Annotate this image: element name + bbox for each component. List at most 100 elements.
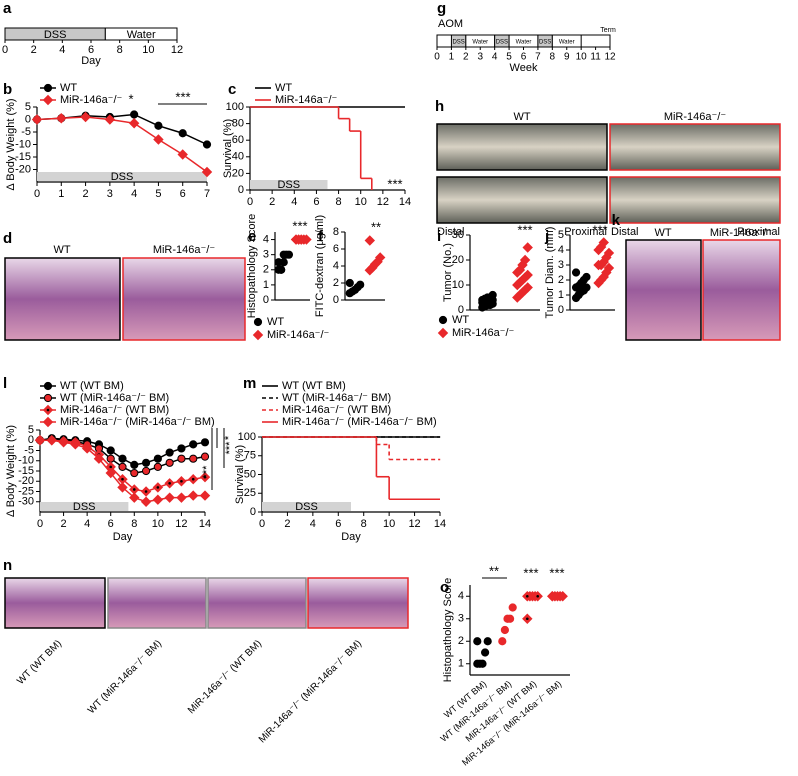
- y-tick-label: -5: [21, 126, 31, 138]
- x-tick-label: 14: [399, 196, 411, 208]
- y-tick-label: 4: [458, 590, 464, 602]
- panel-letter: j: [544, 228, 549, 245]
- panel-letter: c: [228, 81, 236, 98]
- y-tick-label: 3: [458, 613, 464, 625]
- marker: [274, 258, 283, 267]
- panel-letter: g: [437, 0, 446, 17]
- marker-center: [168, 482, 171, 485]
- x-tick-label: 6: [180, 188, 186, 200]
- series-line: [36, 116, 208, 173]
- x-axis-label: Day: [113, 531, 133, 543]
- segment: [104, 27, 178, 41]
- y-axis-label: FITC-dextran (μg/ml): [314, 215, 326, 317]
- marker: [557, 591, 568, 602]
- x-tick-label: 7: [535, 52, 541, 63]
- y-tick-label: 75: [244, 450, 256, 462]
- marker: [547, 591, 558, 602]
- x-tick-label: 1: [58, 188, 64, 200]
- marker: [189, 454, 198, 463]
- panel-letter: e: [248, 228, 256, 245]
- legend-label: MiR-146a⁻/⁻ (WT BM): [282, 404, 391, 416]
- y-tick-label: 80: [232, 118, 244, 130]
- x-tick-label: 6: [313, 196, 319, 208]
- significance: *: [223, 435, 235, 440]
- marker: [356, 280, 365, 289]
- y-tick-label: 3: [263, 249, 269, 261]
- x-tick-label: 10: [152, 518, 164, 530]
- legend-label: MiR-146a⁻/⁻: [267, 329, 330, 341]
- legend-label: WT (WT BM): [282, 380, 346, 392]
- legend-marker: [42, 94, 54, 106]
- marker: [130, 110, 139, 119]
- significance: ***: [592, 222, 607, 237]
- marker: [165, 448, 174, 457]
- marker: [519, 254, 531, 266]
- marker: [140, 496, 152, 507]
- marker: [473, 637, 482, 646]
- marker: [253, 317, 263, 327]
- y-tick-label: -20: [18, 475, 34, 487]
- x-tick-label: 0: [247, 196, 253, 208]
- marker: [202, 140, 212, 149]
- panel-letter: f: [318, 228, 324, 245]
- band-label: DSS: [277, 179, 300, 191]
- y-tick-label: 2: [558, 274, 564, 286]
- x-tick-label: 0: [34, 188, 40, 200]
- marker: [128, 118, 140, 129]
- marker-center: [536, 594, 539, 598]
- panel-letter: l: [3, 375, 7, 392]
- y-tick-label: 30: [452, 229, 464, 241]
- marker: [177, 454, 186, 463]
- legend-marker: [43, 393, 53, 403]
- marker: [129, 492, 140, 503]
- significance: ***: [517, 222, 532, 237]
- marker: [508, 603, 517, 612]
- image-label: WT (MiR-146a⁻/⁻ BM): [86, 638, 164, 716]
- marker: [105, 467, 116, 479]
- segment-label: DSS: [44, 29, 67, 41]
- y-tick-label: 1: [558, 289, 564, 301]
- y-tick-label: 0: [333, 294, 339, 306]
- y-tick-label: 0: [263, 294, 269, 306]
- legend-label: WT (WT BM): [60, 380, 124, 392]
- y-tick-label: 1: [263, 279, 269, 291]
- marker: [106, 446, 115, 455]
- marker: [81, 443, 93, 454]
- y-tick-label: 0: [238, 184, 244, 196]
- marker-center: [180, 479, 183, 483]
- significance: *: [128, 91, 133, 106]
- y-tick-label: -25: [18, 485, 34, 497]
- y-tick-label: -15: [18, 465, 34, 477]
- marker-center: [156, 486, 160, 489]
- marker: [437, 327, 449, 339]
- micrograph: [702, 239, 781, 341]
- y-axis-label: Histopathology Score: [442, 578, 454, 683]
- micrograph: [4, 257, 121, 341]
- y-axis-label: Δ Body Weight (%): [5, 98, 17, 190]
- x-tick-label: 12: [175, 518, 187, 530]
- y-tick-label: 5: [28, 424, 34, 436]
- marker: [498, 637, 507, 646]
- annotation: AOM: [438, 18, 463, 30]
- marker-center: [46, 408, 50, 412]
- marker-center: [121, 477, 124, 481]
- x-tick-label: 2: [463, 52, 469, 63]
- marker: [279, 250, 288, 259]
- x-tick-label: 5: [506, 52, 512, 63]
- significance: ***: [175, 89, 190, 104]
- panel-letter: b: [3, 81, 12, 98]
- legend-label: WT: [267, 316, 284, 328]
- segment-label: Water: [516, 40, 532, 46]
- y-tick-label: 50: [244, 468, 256, 480]
- x-tick-label: 11: [590, 52, 601, 63]
- marker: [598, 237, 609, 248]
- micrograph: [436, 176, 608, 224]
- image-label: WT: [654, 227, 671, 239]
- x-tick-label: 6: [88, 44, 94, 56]
- x-tick-label: 1: [449, 52, 455, 63]
- y-tick-label: 100: [226, 101, 244, 113]
- marker: [153, 462, 162, 471]
- x-tick-label: 14: [199, 518, 211, 530]
- x-tick-label: 3: [477, 52, 483, 63]
- marker: [200, 452, 210, 461]
